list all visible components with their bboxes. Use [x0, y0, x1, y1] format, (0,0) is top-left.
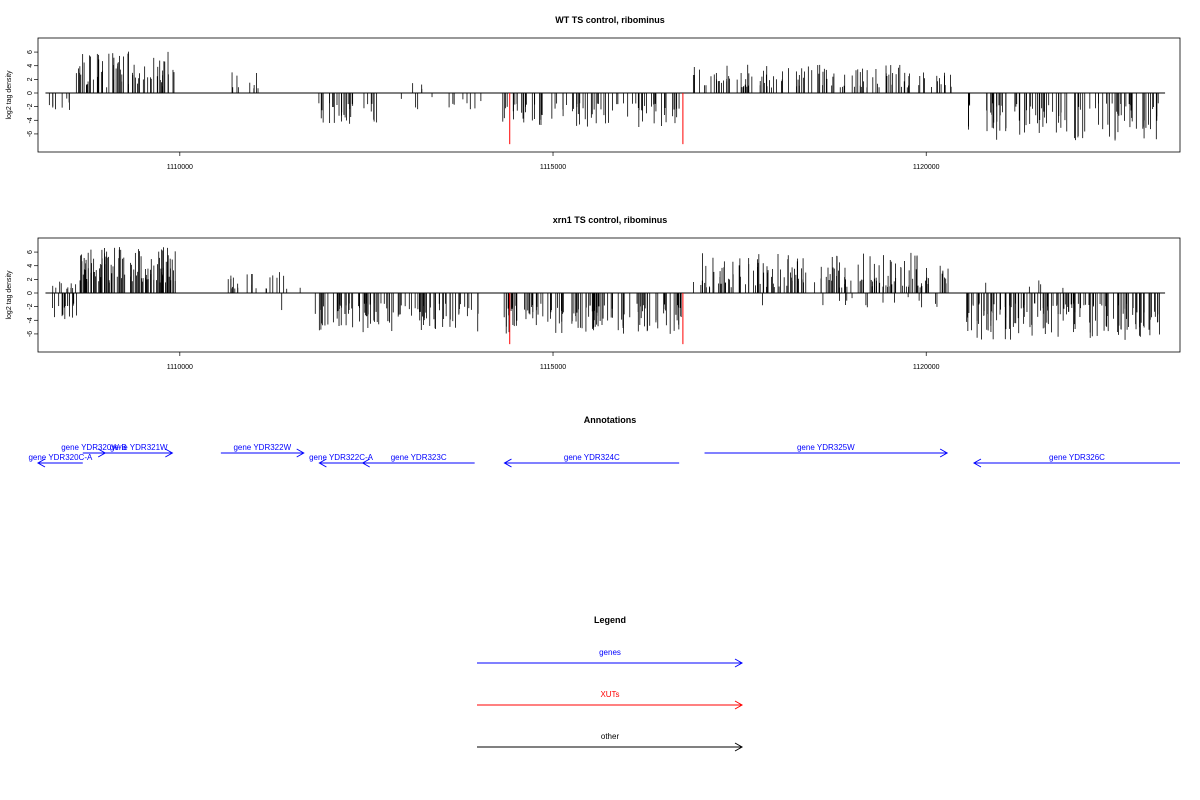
annotations-title: Annotations [584, 415, 637, 425]
y-tick-label: 2 [27, 77, 34, 81]
density-bars [52, 247, 1160, 340]
panel-title: WT TS control, ribominus [555, 15, 665, 25]
y-tick-label: -4 [27, 317, 34, 323]
gene-label: gene YDR325W [797, 443, 855, 452]
x-tick-label: 1120000 [913, 164, 940, 171]
y-axis-label: log2 tag density [6, 270, 13, 320]
legend-label: genes [599, 648, 621, 657]
y-tick-label: 6 [27, 250, 34, 254]
legend-item: genes [477, 648, 744, 668]
gene-annotation: gene YDR324C [503, 453, 680, 468]
legend-items: genes XUTs other [477, 648, 744, 752]
gene-label: gene YDR323C [391, 453, 447, 462]
gene-label: gene YDR321W [110, 443, 168, 452]
wt-density-panel: WT TS control, ribominus log2 tag densit… [6, 15, 1181, 171]
panel-title: xrn1 TS control, ribominus [553, 215, 668, 225]
y-tick-label: -6 [27, 331, 34, 337]
legend-item: other [477, 732, 744, 752]
legend: Legend genes XUTs other [477, 615, 744, 752]
gene-label: gene YDR320W-B [61, 443, 127, 452]
y-tick-label: 2 [27, 277, 34, 281]
gene-arrow-head [972, 458, 982, 468]
y-tick-label: 6 [27, 50, 34, 54]
gene-annotation: gene YDR322C-A [309, 453, 374, 468]
y-tick-label: -4 [27, 117, 34, 123]
gene-arrow-head [296, 448, 305, 458]
y-tick-label: -6 [27, 131, 34, 137]
gene-arrow-head [36, 458, 46, 468]
density-bars [48, 51, 1159, 141]
y-tick-label: 0 [27, 91, 34, 95]
y-tick-label: 4 [27, 64, 34, 68]
plot-frame [37, 37, 1181, 153]
gene-arrow-head [318, 458, 327, 468]
legend-arrow-head [734, 742, 744, 752]
gene-label: gene YDR322C-A [309, 453, 374, 462]
gene-annotation: gene YDR322W [220, 443, 305, 458]
gene-arrow-head [939, 448, 949, 458]
x-tick-label: 1115000 [540, 164, 566, 171]
plot-area: -6 -4 -2 0 2 4 6 1110000 1115000 1120000 [27, 37, 1181, 171]
gene-annotation: gene YDR326C [972, 453, 1180, 468]
legend-arrow-head [734, 700, 744, 710]
plot-frame [37, 237, 1181, 353]
plot-area: -6 -4 -2 0 2 4 6 1110000 1115000 1120000 [27, 237, 1181, 371]
y-tick-label: -2 [27, 103, 34, 109]
y-tick-label: 0 [27, 291, 34, 295]
gene-arrow-head [503, 458, 512, 468]
gene-annotation: gene YDR320C-A [28, 453, 93, 468]
gene-label: gene YDR326C [1049, 453, 1105, 462]
x-tick-label: 1115000 [540, 364, 566, 371]
legend-arrow-head [734, 658, 744, 668]
gene-annotation: gene YDR321W [105, 443, 174, 458]
x-tick-label: 1120000 [913, 364, 940, 371]
gene-arrow-head [165, 448, 174, 458]
legend-label: XUTs [600, 690, 619, 699]
x-tick-label: 1110000 [167, 364, 193, 371]
gene-label: gene YDR322W [233, 443, 291, 452]
y-tick-label: 4 [27, 264, 34, 268]
legend-item: XUTs [477, 690, 744, 710]
x-tick-label: 1110000 [167, 164, 193, 171]
y-axis-label: log2 tag density [6, 70, 13, 120]
legend-title: Legend [594, 615, 626, 625]
gene-annotation: gene YDR323C [361, 453, 475, 468]
gene-label: gene YDR320C-A [28, 453, 93, 462]
gene-annotation: gene YDR325W [704, 443, 949, 458]
gene-label: gene YDR324C [564, 453, 620, 462]
legend-label: other [601, 732, 620, 741]
xrn1-density-panel: xrn1 TS control, ribominus log2 tag dens… [6, 215, 1181, 371]
gene-arrow-head [361, 458, 370, 468]
y-tick-label: -2 [27, 303, 34, 309]
